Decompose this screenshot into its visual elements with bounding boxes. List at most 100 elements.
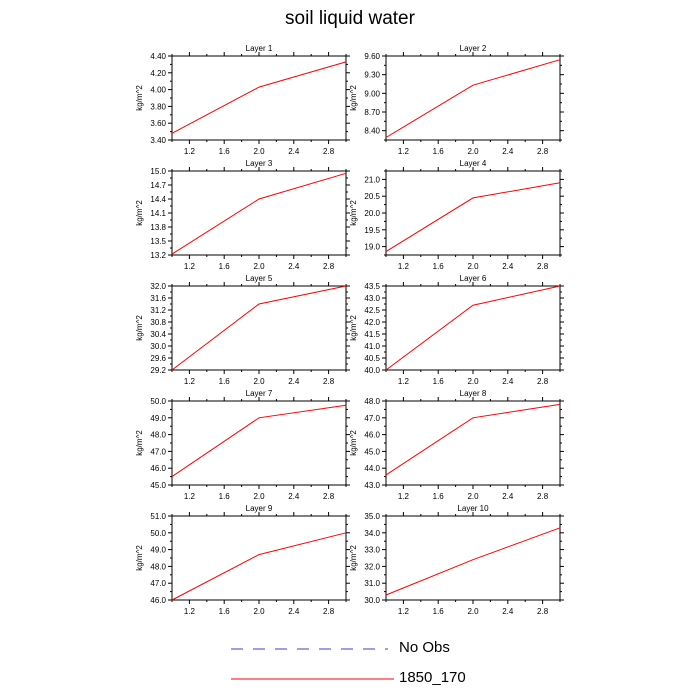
x-tick-label: 2.8 bbox=[323, 607, 335, 616]
chart-panel-8: Layer 8 kg/m^2 43.0 44.0 45.0 46.0 47.0 48.0 1.2… bbox=[349, 389, 564, 501]
x-tick-label: 2.4 bbox=[502, 147, 514, 156]
x-tick-label: 2.4 bbox=[502, 262, 514, 271]
chart-panel-9: Layer 9 kg/m^2 46.0 47.0 48.0 49.0 50.0 51.0 1.2… bbox=[135, 504, 350, 616]
x-tick-label: 2.8 bbox=[323, 492, 335, 501]
x-tick-label: 1.6 bbox=[433, 262, 445, 271]
series-line-1850-170 bbox=[385, 285, 561, 371]
x-tick-label: 2.4 bbox=[288, 607, 300, 616]
y-tick-label: 42.0 bbox=[364, 318, 380, 327]
x-tick-label: 2.8 bbox=[323, 262, 335, 271]
y-tick-label: 50.0 bbox=[150, 397, 166, 406]
y-tick-label: 4.40 bbox=[150, 52, 166, 61]
panel-title: Layer 7 bbox=[246, 389, 273, 398]
y-tick-label: 30.8 bbox=[150, 318, 166, 327]
y-tick-label: 3.60 bbox=[150, 119, 166, 128]
y-tick-label: 33.0 bbox=[364, 546, 380, 555]
y-tick-label: 32.0 bbox=[364, 562, 380, 571]
x-tick-label: 1.6 bbox=[433, 377, 445, 386]
y-tick-label: 14.1 bbox=[150, 209, 166, 218]
y-tick-label: 47.0 bbox=[150, 447, 166, 456]
x-tick-label: 2.4 bbox=[502, 607, 514, 616]
chart-panel-1: Layer 1 kg/m^2 3.40 3.60 3.80 4.00 4.20 4.40 1.2… bbox=[135, 44, 350, 156]
x-tick-label: 2.8 bbox=[323, 147, 335, 156]
y-tick-label: 19.0 bbox=[364, 243, 380, 252]
x-tick-label: 1.6 bbox=[433, 492, 445, 501]
series-line-1850-170 bbox=[385, 403, 561, 476]
x-tick-label: 2.8 bbox=[537, 377, 549, 386]
y-tick-label: 21.0 bbox=[364, 175, 380, 184]
series-line-1850-170 bbox=[385, 59, 561, 138]
plot-frame bbox=[385, 285, 561, 371]
x-tick-label: 2.8 bbox=[537, 262, 549, 271]
chart-panel-3: Layer 3 kg/m^2 13.2 13.5 13.8 14.1 14.4 14.7 15.… bbox=[135, 159, 350, 271]
y-tick-label: 15.0 bbox=[150, 167, 166, 176]
panel-title: Layer 2 bbox=[460, 44, 487, 53]
x-tick-label: 1.2 bbox=[184, 377, 196, 386]
x-tick-label: 1.2 bbox=[184, 607, 196, 616]
y-tick-label: 40.5 bbox=[364, 354, 380, 363]
y-tick-label: 20.5 bbox=[364, 192, 380, 201]
x-tick-label: 2.0 bbox=[253, 607, 265, 616]
y-tick-label: 29.2 bbox=[150, 366, 166, 375]
y-axis-label: kg/m^2 bbox=[135, 85, 144, 111]
y-tick-label: 34.0 bbox=[364, 529, 380, 538]
y-tick-label: 41.0 bbox=[364, 342, 380, 351]
x-tick-label: 1.2 bbox=[398, 262, 410, 271]
y-tick-label: 48.0 bbox=[150, 562, 166, 571]
x-tick-label: 2.0 bbox=[467, 492, 479, 501]
figure-title: soil liquid water bbox=[285, 8, 415, 29]
y-axis-label: kg/m^2 bbox=[135, 545, 144, 571]
plot-frame bbox=[171, 55, 347, 141]
x-tick-label: 1.2 bbox=[398, 377, 410, 386]
y-tick-label: 46.0 bbox=[364, 431, 380, 440]
y-tick-label: 30.4 bbox=[150, 330, 166, 339]
y-tick-label: 9.60 bbox=[364, 52, 380, 61]
y-tick-label: 31.0 bbox=[364, 579, 380, 588]
y-tick-label: 31.6 bbox=[150, 294, 166, 303]
x-tick-label: 2.0 bbox=[467, 377, 479, 386]
series-line-1850-170 bbox=[171, 61, 347, 134]
y-tick-label: 9.30 bbox=[364, 71, 380, 80]
y-tick-label: 48.0 bbox=[364, 397, 380, 406]
y-tick-label: 29.6 bbox=[150, 354, 166, 363]
x-tick-label: 1.6 bbox=[219, 607, 231, 616]
y-tick-label: 20.0 bbox=[364, 209, 380, 218]
y-tick-label: 40.0 bbox=[364, 366, 380, 375]
y-tick-label: 45.0 bbox=[364, 447, 380, 456]
series-line-1850-170 bbox=[385, 527, 561, 596]
y-tick-label: 42.5 bbox=[364, 306, 380, 315]
x-tick-label: 2.0 bbox=[253, 147, 265, 156]
plot-frame bbox=[385, 400, 561, 486]
x-tick-label: 2.0 bbox=[467, 147, 479, 156]
y-tick-label: 49.0 bbox=[150, 546, 166, 555]
y-tick-label: 4.00 bbox=[150, 86, 166, 95]
panel-title: Layer 4 bbox=[460, 159, 487, 168]
chart-panel-10: Layer 10 kg/m^2 30.0 31.0 32.0 33.0 34.0 35.0 1.… bbox=[349, 504, 564, 616]
y-tick-label: 13.2 bbox=[150, 251, 166, 260]
chart-panel-7: Layer 7 kg/m^2 45.0 46.0 47.0 48.0 49.0 50.0 1.2… bbox=[135, 389, 350, 501]
x-tick-label: 1.6 bbox=[433, 607, 445, 616]
x-tick-label: 1.6 bbox=[219, 147, 231, 156]
legend-line-1850-170 bbox=[231, 678, 394, 680]
y-tick-label: 51.0 bbox=[150, 512, 166, 521]
y-tick-label: 3.40 bbox=[150, 136, 166, 145]
y-tick-label: 47.0 bbox=[150, 579, 166, 588]
chart-panel-6: Layer 6 kg/m^2 40.0 40.5 41.0 41.5 42.0 42.5 43.… bbox=[349, 274, 564, 386]
y-axis-label: kg/m^2 bbox=[135, 315, 144, 341]
x-tick-label: 1.2 bbox=[398, 607, 410, 616]
y-tick-label: 43.5 bbox=[364, 282, 380, 291]
y-tick-label: 30.0 bbox=[150, 342, 166, 351]
x-tick-label: 1.2 bbox=[184, 262, 196, 271]
y-tick-label: 13.8 bbox=[150, 223, 166, 232]
series-line-1850-170 bbox=[171, 404, 347, 478]
y-tick-label: 49.0 bbox=[150, 414, 166, 423]
x-tick-label: 2.0 bbox=[253, 377, 265, 386]
plot-frame bbox=[171, 515, 347, 601]
y-tick-label: 9.00 bbox=[364, 89, 380, 98]
series-line-1850-170 bbox=[171, 532, 347, 601]
series-line-1850-170 bbox=[385, 182, 561, 253]
y-tick-label: 8.40 bbox=[364, 127, 380, 136]
panel-title: Layer 6 bbox=[460, 274, 487, 283]
x-tick-label: 2.4 bbox=[288, 492, 300, 501]
